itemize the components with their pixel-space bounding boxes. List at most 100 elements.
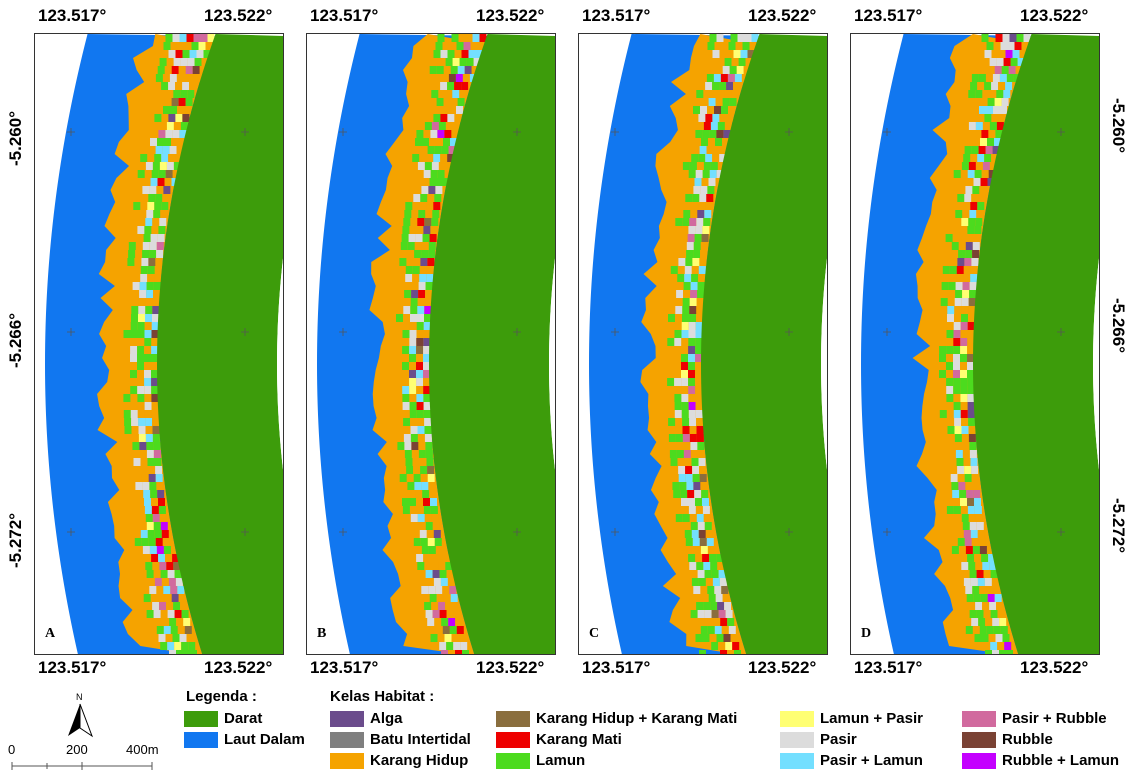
map-panel-b: B (306, 33, 556, 655)
habitat-patch (423, 226, 431, 234)
habitat-patch (177, 106, 184, 114)
habitat-patch (998, 82, 1006, 90)
habitat-patch (951, 482, 959, 490)
habitat-patch (174, 642, 182, 650)
habitat-patch (675, 514, 683, 522)
habitat-patch (703, 122, 711, 130)
habitat-patch (954, 418, 962, 426)
habitat-patch (164, 594, 172, 602)
habitat-patch (693, 546, 701, 554)
habitat-patch (997, 610, 1005, 618)
habitat-patch (177, 586, 185, 594)
habitat-patch (143, 594, 151, 602)
habitat-patch (404, 450, 412, 458)
habitat-patch (447, 114, 455, 122)
habitat-patch (946, 506, 954, 514)
habitat-patch (986, 586, 994, 594)
habitat-patch (969, 442, 977, 450)
habitat-patch (693, 250, 701, 258)
habitat-patch (717, 562, 725, 570)
habitat-patch (137, 378, 145, 386)
habitat-patch (692, 538, 700, 546)
habitat-patch (431, 162, 439, 170)
habitat-patch (429, 178, 437, 186)
habitat-patch (164, 178, 172, 186)
habitat-patch (716, 170, 724, 178)
habitat-patch (157, 234, 165, 242)
habitat-patch (445, 58, 453, 66)
habitat-patch (955, 290, 963, 298)
x-tick-label: 123.522° (476, 6, 545, 25)
habitat-patch (989, 602, 997, 610)
habitat-patch (689, 434, 697, 442)
grid-cross (1057, 128, 1065, 136)
habitat-patch (971, 194, 979, 202)
legend-item-lamun: Lamun (496, 752, 585, 769)
habitat-patch (696, 602, 704, 610)
habitat-patch (451, 130, 459, 138)
habitat-patch (999, 650, 1006, 654)
habitat-patch (683, 442, 691, 450)
habitat-patch (434, 538, 442, 546)
habitat-patch (437, 554, 445, 562)
habitat-patch (688, 338, 696, 346)
legend-item-lamun-pasir: Lamun + Pasir (780, 710, 923, 727)
habitat-patch (156, 250, 164, 258)
habitat-patch (964, 194, 972, 202)
habitat-patch (693, 482, 701, 490)
habitat-patch (702, 634, 710, 642)
habitat-patch (698, 266, 706, 274)
habitat-patch (417, 314, 424, 322)
habitat-patch (1017, 58, 1025, 66)
habitat-patch (168, 154, 176, 162)
habitat-patch (131, 418, 139, 426)
habitat-patch (154, 458, 162, 466)
habitat-patch (721, 106, 728, 114)
habitat-patch (187, 90, 195, 98)
habitat-patch (440, 82, 448, 90)
habitat-patch (692, 474, 700, 482)
habitat-patch (737, 34, 745, 42)
legend-item-darat: Darat (184, 710, 262, 727)
habitat-patch (156, 546, 164, 554)
habitat-patch (697, 210, 705, 218)
legend-item-pasir: Pasir (780, 731, 857, 748)
habitat-patch (975, 218, 983, 226)
habitat-patch (961, 162, 969, 170)
habitat-patch (695, 226, 703, 234)
habitat-patch (148, 466, 156, 474)
habitat-patch (123, 394, 131, 402)
habitat-patch (416, 506, 424, 514)
habitat-patch (669, 450, 677, 458)
habitat-patch (410, 306, 418, 314)
habitat-patch (717, 602, 725, 610)
habitat-patch (999, 618, 1007, 626)
habitat-patch (946, 394, 954, 402)
habitat-patch (150, 234, 158, 242)
habitat-patch (979, 626, 987, 634)
habitat-patch (681, 402, 689, 410)
habitat-patch (192, 66, 200, 74)
habitat-patch (444, 634, 452, 642)
habitat-patch (430, 634, 438, 642)
legend-label: Pasir (820, 731, 857, 748)
habitat-patch (152, 306, 160, 314)
habitat-patch (457, 66, 465, 74)
habitat-patch (977, 202, 985, 210)
habitat-patch (987, 594, 995, 602)
habitat-patch (409, 362, 416, 370)
grid-cross (67, 528, 75, 536)
habitat-patch (151, 402, 159, 410)
habitat-patch (983, 610, 991, 618)
habitat-patch (159, 602, 167, 610)
habitat-patch (154, 154, 162, 162)
habitat-patch (682, 162, 690, 170)
habitat-patch (960, 394, 968, 402)
habitat-patch (970, 266, 978, 274)
legend-item-batu-intertidal: Batu Intertidal (330, 731, 471, 748)
habitat-patch (409, 346, 417, 354)
habitat-patch (990, 642, 998, 650)
habitat-patch (967, 338, 975, 346)
habitat-patch (128, 250, 136, 258)
habitat-patch (430, 498, 437, 506)
